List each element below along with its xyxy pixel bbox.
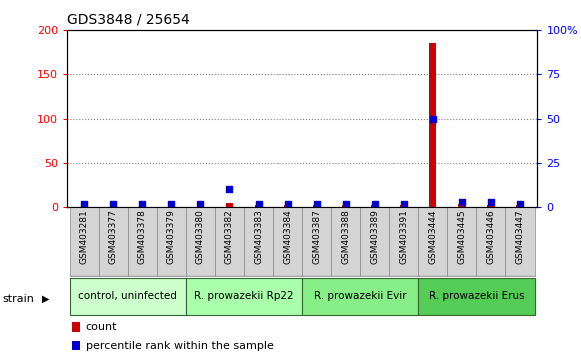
Text: R. prowazekii Erus: R. prowazekii Erus bbox=[429, 291, 524, 301]
Text: GSM403383: GSM403383 bbox=[254, 209, 263, 264]
Bar bbox=[128, 207, 157, 276]
Text: GSM403447: GSM403447 bbox=[515, 209, 525, 264]
Bar bbox=[273, 207, 302, 276]
Bar bbox=[70, 278, 186, 315]
Bar bbox=[81, 205, 88, 207]
Point bbox=[80, 201, 89, 206]
Point bbox=[370, 201, 379, 206]
Bar bbox=[302, 278, 418, 315]
Bar bbox=[429, 44, 436, 207]
Text: control, uninfected: control, uninfected bbox=[78, 291, 177, 301]
Point bbox=[341, 201, 350, 206]
Bar bbox=[389, 207, 418, 276]
Text: GSM403281: GSM403281 bbox=[80, 209, 89, 264]
Point bbox=[312, 201, 321, 206]
Text: strain: strain bbox=[3, 294, 35, 304]
Point bbox=[254, 201, 263, 206]
Text: ▶: ▶ bbox=[42, 294, 49, 304]
Bar bbox=[139, 205, 146, 207]
Text: GSM403445: GSM403445 bbox=[457, 209, 467, 264]
Text: GSM403382: GSM403382 bbox=[225, 209, 234, 264]
Bar bbox=[331, 207, 360, 276]
Bar bbox=[517, 205, 523, 207]
Text: GSM403377: GSM403377 bbox=[109, 209, 118, 264]
Bar bbox=[400, 205, 407, 207]
Point bbox=[196, 201, 205, 206]
Bar bbox=[168, 205, 175, 207]
Bar bbox=[215, 207, 244, 276]
Text: R. prowazekii Rp22: R. prowazekii Rp22 bbox=[194, 291, 294, 301]
Point bbox=[138, 201, 147, 206]
Text: GSM403387: GSM403387 bbox=[312, 209, 321, 264]
Text: GSM403388: GSM403388 bbox=[341, 209, 350, 264]
Bar bbox=[70, 207, 99, 276]
Text: GSM403380: GSM403380 bbox=[196, 209, 205, 264]
Bar bbox=[157, 207, 186, 276]
Bar bbox=[418, 278, 535, 315]
Point bbox=[225, 187, 234, 192]
Bar bbox=[255, 205, 262, 207]
Bar bbox=[371, 205, 378, 207]
Bar bbox=[186, 278, 302, 315]
Point bbox=[399, 201, 408, 206]
Bar bbox=[447, 207, 476, 276]
Bar bbox=[110, 205, 117, 207]
Bar bbox=[71, 322, 80, 332]
Bar bbox=[197, 205, 204, 207]
Bar bbox=[476, 207, 505, 276]
Point bbox=[486, 199, 496, 205]
Point bbox=[167, 201, 176, 206]
Point bbox=[283, 201, 292, 206]
Bar bbox=[186, 207, 215, 276]
Bar bbox=[487, 205, 494, 207]
Point bbox=[515, 201, 525, 206]
Text: R. prowazekii Evir: R. prowazekii Evir bbox=[314, 291, 407, 301]
Bar bbox=[302, 207, 331, 276]
Bar bbox=[226, 202, 233, 207]
Text: GSM403384: GSM403384 bbox=[283, 209, 292, 264]
Bar bbox=[360, 207, 389, 276]
Point bbox=[457, 199, 467, 205]
Bar bbox=[99, 207, 128, 276]
Text: GSM403444: GSM403444 bbox=[428, 209, 437, 264]
Bar bbox=[71, 341, 80, 350]
Bar bbox=[313, 205, 320, 207]
Bar bbox=[418, 207, 447, 276]
Bar bbox=[284, 205, 291, 207]
Text: count: count bbox=[85, 322, 117, 332]
Text: GDS3848 / 25654: GDS3848 / 25654 bbox=[67, 12, 189, 27]
Text: GSM403389: GSM403389 bbox=[370, 209, 379, 264]
Text: GSM403379: GSM403379 bbox=[167, 209, 176, 264]
Text: GSM403446: GSM403446 bbox=[486, 209, 496, 264]
Text: GSM403378: GSM403378 bbox=[138, 209, 147, 264]
Bar bbox=[244, 207, 273, 276]
Text: GSM403391: GSM403391 bbox=[399, 209, 408, 264]
Text: percentile rank within the sample: percentile rank within the sample bbox=[85, 341, 274, 350]
Bar bbox=[458, 205, 465, 207]
Bar bbox=[505, 207, 535, 276]
Point bbox=[428, 116, 437, 121]
Point bbox=[109, 201, 118, 206]
Bar bbox=[342, 205, 349, 207]
